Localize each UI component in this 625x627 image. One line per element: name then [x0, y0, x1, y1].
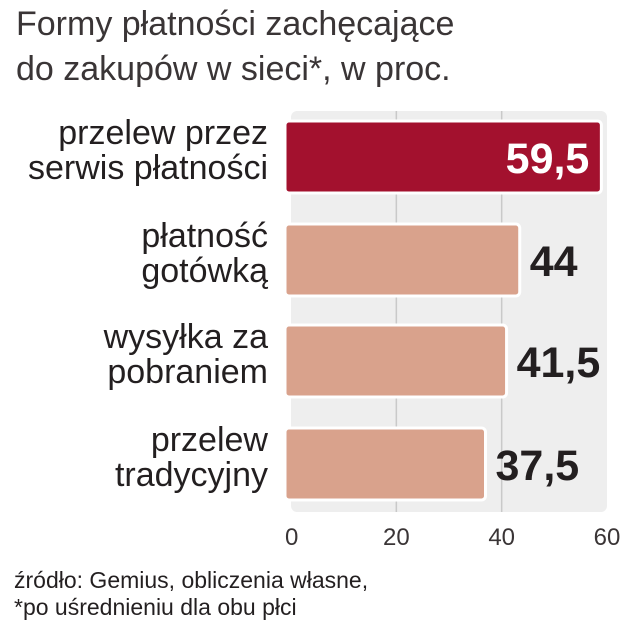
plot-area — [291, 111, 607, 512]
value-label-3: 41,5 — [517, 339, 601, 387]
x-tick-label-40: 40 — [488, 524, 515, 551]
x-tick-label-60: 60 — [594, 524, 621, 551]
bar-4 — [283, 426, 487, 502]
category-label-1: przelew przez serwis płatności — [28, 114, 268, 187]
category-label-1-line-1: przelew przez — [58, 114, 268, 152]
category-label-4-line-1: przelew — [151, 421, 269, 459]
category-label-1-line-2: serwis płatności — [28, 149, 268, 187]
category-label-2-line-2: gotówką — [141, 252, 268, 290]
chart-title-line-2: do zakupów w sieci*, w proc. — [16, 50, 451, 88]
value-label-1: 59,5 — [506, 135, 590, 183]
category-label-4: przelew tradycyjny — [115, 421, 268, 494]
x-tick-label-0: 0 — [285, 524, 298, 551]
category-label-2-line-1: płatność — [141, 217, 268, 255]
value-label-2: 44 — [530, 238, 578, 286]
category-label-4-line-2: tradycyjny — [115, 456, 268, 494]
value-label-4: 37,5 — [496, 442, 580, 490]
bar-1 — [283, 119, 603, 195]
category-label-3-line-1: wysyłka za — [103, 318, 268, 356]
x-tick-label-20: 20 — [383, 524, 410, 551]
chart-title-line-1: Formy płatności zachęcające — [16, 5, 455, 43]
chart-title: Formy płatności zachęcające do zakupów w… — [16, 2, 454, 92]
category-label-3-line-2: pobraniem — [107, 353, 268, 391]
bar-3 — [283, 323, 509, 399]
source-line-2: *po uśrednieniu dla obu płci — [14, 594, 297, 620]
chart-source-note: źródło: Gemius, obliczenia własne, *po u… — [14, 567, 368, 621]
category-label-2: płatność gotówką — [141, 217, 268, 290]
source-line-1: źródło: Gemius, obliczenia własne, — [14, 567, 369, 593]
category-label-3: wysyłka za pobraniem — [103, 318, 268, 391]
bar-2 — [283, 222, 522, 298]
